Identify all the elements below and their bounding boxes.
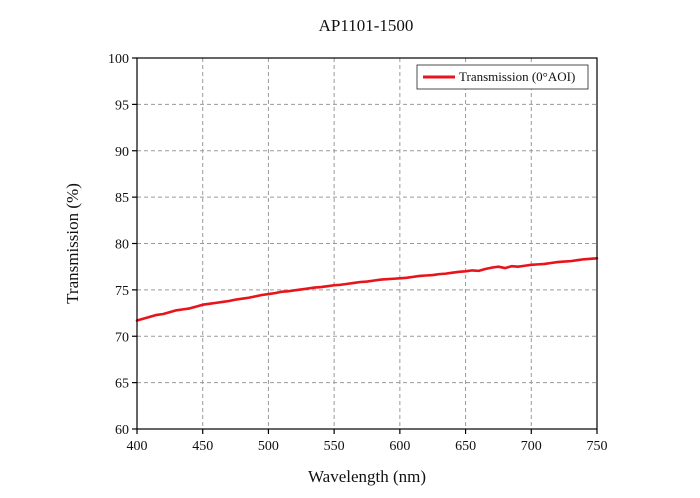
- y-tick-label-95: 95: [115, 98, 129, 113]
- y-tick-label-75: 75: [115, 284, 129, 299]
- x-tick-label-550: 550: [324, 439, 345, 454]
- x-axis-title: Wavelength (nm): [308, 467, 426, 486]
- y-tick-label-70: 70: [115, 330, 129, 345]
- plot-frame: [136, 57, 598, 430]
- x-tick-label-600: 600: [389, 439, 410, 454]
- legend-label: Transmission (0°AOI): [459, 69, 575, 84]
- y-axis-title: Transmission (%): [63, 183, 82, 304]
- y-tick-label-65: 65: [115, 377, 129, 392]
- x-tick-label-500: 500: [258, 439, 279, 454]
- y-tick-label-80: 80: [115, 238, 129, 253]
- x-tick-label-400: 400: [127, 439, 148, 454]
- y-tick-label-100: 100: [108, 52, 129, 67]
- y-tick-label-60: 60: [115, 423, 129, 438]
- chart-title: AP1101-1500: [319, 16, 414, 35]
- legend: Transmission (0°AOI): [416, 64, 589, 90]
- x-tick-label-450: 450: [192, 439, 213, 454]
- y-tick-label-90: 90: [115, 145, 129, 160]
- x-tick-label-750: 750: [587, 439, 608, 454]
- axis-ticks: 400 450 500 550 600 650 700 750 60 65 70 75 80 85 90 95…: [108, 52, 608, 454]
- x-tick-label-650: 650: [455, 439, 476, 454]
- x-tick-label-700: 700: [521, 439, 542, 454]
- y-tick-label-85: 85: [115, 191, 129, 206]
- series-layer: [135, 257, 599, 322]
- series-line-0: [135, 257, 599, 322]
- grid: [137, 58, 597, 429]
